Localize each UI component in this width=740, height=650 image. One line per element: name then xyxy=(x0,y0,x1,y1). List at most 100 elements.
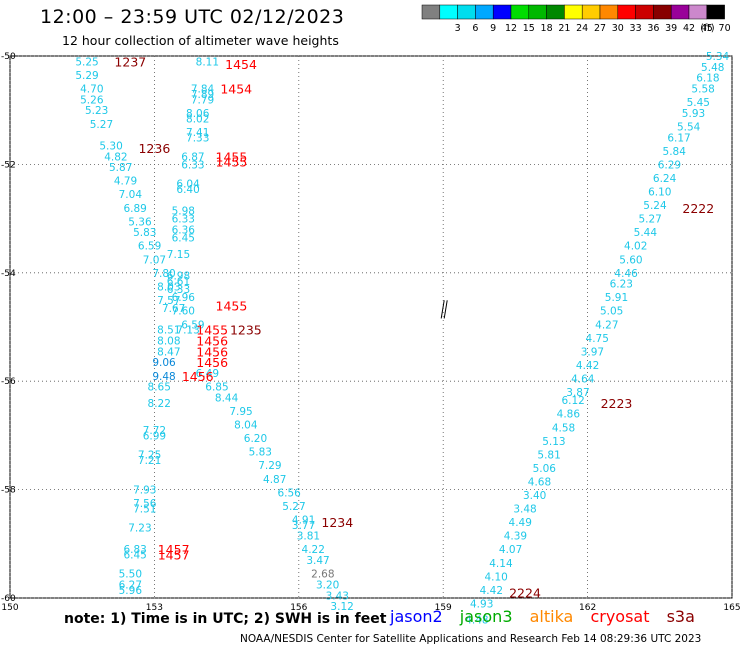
wave-height-value: 6.36 xyxy=(172,224,196,236)
wave-height-value: 5.98 xyxy=(172,205,195,217)
wave-height-value: 5.27 xyxy=(282,501,305,513)
wave-height-value: 6.12 xyxy=(561,395,584,407)
wave-height-value: 4.70 xyxy=(80,84,103,96)
wave-height-value: 6.10 xyxy=(648,187,671,199)
wave-height-value: 7.79 xyxy=(191,94,214,106)
wave-height-value: 5.13 xyxy=(542,436,565,448)
pass-time-label: 1456 xyxy=(196,334,228,349)
lon-tick-label: 153 xyxy=(146,603,163,613)
wave-height-value: 5.27 xyxy=(90,119,113,131)
wave-height-value: 6.99 xyxy=(143,430,166,442)
pass-time-label: 1456 xyxy=(196,355,228,370)
wave-height-value: 4.07 xyxy=(499,544,522,556)
wave-height-value: 5.81 xyxy=(537,449,560,461)
wave-height-value: 4.22 xyxy=(302,544,325,556)
wave-height-value: 7.72 xyxy=(143,425,166,437)
wave-height-value: 4.10 xyxy=(484,571,507,583)
wave-height-value: 8.06 xyxy=(186,108,210,120)
legend-label: 9 xyxy=(490,23,496,34)
pass-time-label: 1457 xyxy=(158,542,190,557)
wave-height-value: 3.48 xyxy=(513,504,536,516)
sat-cryosat: cryosat xyxy=(590,607,650,626)
lat-tick-label: -60 xyxy=(1,594,16,604)
wave-height-value: 5.45 xyxy=(687,97,710,109)
pass-time-label: 1454 xyxy=(225,57,257,72)
wave-height-value: 8.65 xyxy=(148,382,171,394)
wave-height-value: 8.04 xyxy=(234,420,258,432)
pass-time-label: 1455 xyxy=(216,298,248,313)
legend-label: 33 xyxy=(630,23,642,34)
wave-height-value: 7.67 xyxy=(162,303,185,315)
wave-height-value: 4.42 xyxy=(480,585,503,597)
wave-height-value: 9.48 xyxy=(152,371,175,383)
wave-height-value: 6.23 xyxy=(610,279,633,291)
legend-label: 36 xyxy=(647,23,659,34)
wave-height-value: 3.12 xyxy=(330,601,353,613)
legend-label: 45 xyxy=(701,23,713,34)
wave-height-value: 2.68 xyxy=(311,569,334,581)
footer-note: note: 1) Time is in UTC; 2) SWH is in fe… xyxy=(64,611,387,627)
pass-time-label: 1455 xyxy=(216,149,248,164)
legend-label: 15 xyxy=(523,23,535,34)
wave-height-value: 3.43 xyxy=(326,590,349,602)
wave-height-value: 5.48 xyxy=(701,62,724,74)
lon-tick-label: 156 xyxy=(290,603,307,613)
wave-height-value: 5.50 xyxy=(119,569,142,581)
island-marker xyxy=(440,300,448,319)
pass-time-label: 1455 xyxy=(216,155,248,170)
legend-unit: (ft) xyxy=(700,23,714,34)
wave-height-value: 7.51 xyxy=(133,504,156,516)
sat-jason2: jason2 xyxy=(390,607,443,626)
pass-time-label: 2224 xyxy=(509,586,541,601)
wave-height-value: 4.46 xyxy=(614,268,638,280)
wave-height-value: 6.45 xyxy=(172,233,195,245)
pass-time-label: 1234 xyxy=(321,515,353,530)
satellite-legend: jason2 jason3 altika cryosat s3a xyxy=(390,607,707,626)
wave-height-value: 3.20 xyxy=(316,579,339,591)
pass-time-label: 1235 xyxy=(230,323,262,338)
wave-height-value: 4.14 xyxy=(489,558,513,570)
wave-height-value: 3.97 xyxy=(581,346,604,358)
legend-swatch xyxy=(706,4,725,20)
wave-height-value: 4.02 xyxy=(624,241,647,253)
wave-height-value: 5.87 xyxy=(109,162,132,174)
wave-height-value: 7.07 xyxy=(143,254,166,266)
wave-height-value: 8.22 xyxy=(148,398,171,410)
wave-height-value: 4.58 xyxy=(552,422,575,434)
wave-height-value: 6.27 xyxy=(119,579,142,591)
wave-height-value: 5.05 xyxy=(600,306,623,318)
pass-time-label: 2223 xyxy=(601,396,633,411)
wave-height-value: 4.91 xyxy=(292,514,315,526)
wave-height-value: 8.02 xyxy=(186,113,209,125)
wave-height-value: 6.49 xyxy=(196,368,219,380)
wave-height-value: 6.98 xyxy=(167,271,190,283)
wave-height-value: 5.96 xyxy=(119,585,143,597)
wave-height-value: 8.44 xyxy=(215,392,239,404)
wave-height-value: 3.81 xyxy=(297,531,320,543)
lon-tick-label: 165 xyxy=(723,603,740,613)
legend-label: 3 xyxy=(455,23,461,34)
lon-tick-label: 150 xyxy=(1,603,18,613)
wave-height-value: 7.29 xyxy=(258,460,281,472)
page-title: 12:00 – 23:59 UTC 02/12/2023 xyxy=(40,6,345,28)
wave-height-value: 6.87 xyxy=(181,151,204,163)
wave-height-value: 6.24 xyxy=(653,173,677,185)
wave-height-value: 7.21 xyxy=(138,455,161,467)
wave-height-value: 4.27 xyxy=(595,319,618,331)
wave-height-value: 5.34 xyxy=(706,51,730,63)
wave-height-value: 6.40 xyxy=(176,184,199,196)
wave-height-value: 6.33 xyxy=(181,159,204,171)
wave-height-value: 8.08 xyxy=(157,336,180,348)
wave-height-value: 5.29 xyxy=(75,70,98,82)
wave-height-value: 5.54 xyxy=(677,121,701,133)
wave-height-value: 5.25 xyxy=(75,56,98,68)
wave-height-value: 4.87 xyxy=(263,474,286,486)
wave-height-value: 4.75 xyxy=(586,333,609,345)
wave-height-value: 5.06 xyxy=(533,463,557,475)
footer-credit: NOAA/NESDIS Center for Satellite Applica… xyxy=(240,633,702,645)
page-subtitle: 12 hour collection of altimeter wave hei… xyxy=(62,33,339,48)
wave-height-value: 5.27 xyxy=(638,214,661,226)
wave-height-value: 7.15 xyxy=(167,249,190,261)
wave-height-value: 5.36 xyxy=(128,216,152,228)
